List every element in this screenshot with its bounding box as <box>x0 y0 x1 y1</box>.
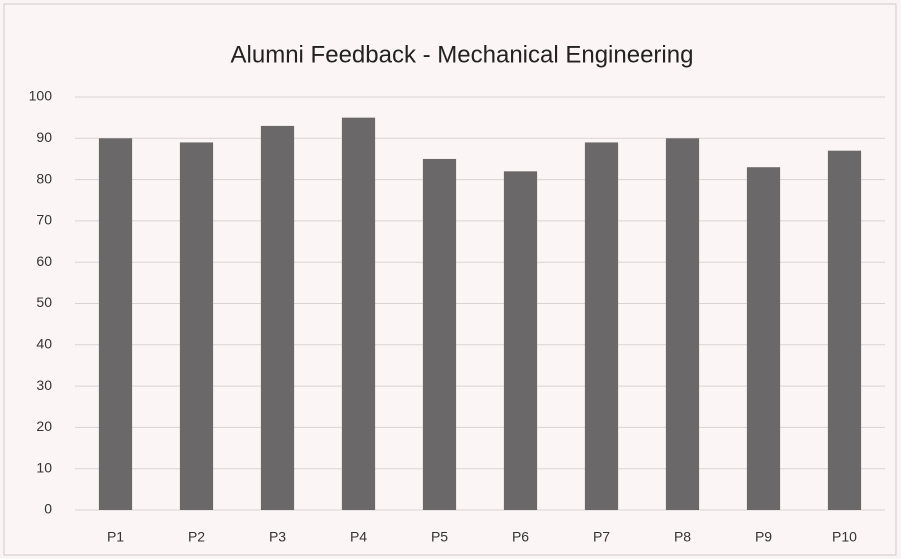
x-tick-label: P3 <box>269 529 286 545</box>
y-tick-label: 80 <box>36 170 52 186</box>
x-tick-label: P5 <box>431 529 448 545</box>
x-tick-label: P4 <box>350 529 367 545</box>
bar <box>422 158 457 510</box>
bar <box>827 150 862 510</box>
bar <box>260 125 295 510</box>
y-tick-label: 100 <box>29 88 53 104</box>
x-tick-label: P1 <box>107 529 124 545</box>
y-tick-label: 10 <box>36 459 52 475</box>
x-tick-label: P7 <box>593 529 610 545</box>
bar <box>341 117 376 511</box>
bar <box>746 167 781 510</box>
bar <box>665 138 700 511</box>
bar <box>98 138 133 511</box>
x-tick-label: P8 <box>674 529 691 545</box>
y-tick-label: 20 <box>36 418 52 434</box>
y-tick-label: 70 <box>36 212 52 228</box>
y-tick-label: 90 <box>36 129 52 145</box>
y-tick-label: 60 <box>36 253 52 269</box>
bar <box>503 171 538 510</box>
y-tick-label: 0 <box>44 501 52 517</box>
bar <box>584 142 619 510</box>
x-tick-label: P2 <box>188 529 205 545</box>
y-tick-label: 30 <box>36 377 52 393</box>
x-tick-label: P9 <box>755 529 772 545</box>
y-tick-label: 40 <box>36 336 52 352</box>
y-tick-label: 50 <box>36 294 52 310</box>
x-tick-label: P6 <box>512 529 529 545</box>
bar <box>179 142 214 510</box>
x-tick-label: P10 <box>832 529 857 545</box>
chart-title: Alumni Feedback - Mechanical Engineering <box>231 41 694 68</box>
